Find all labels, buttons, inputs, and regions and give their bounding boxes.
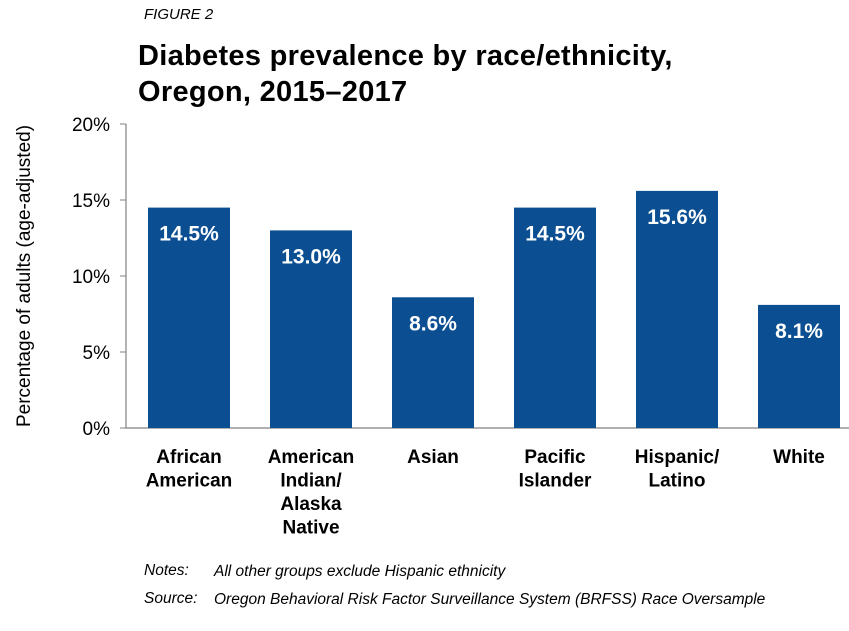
x-category-label: African xyxy=(156,447,221,468)
x-category-label: Latino xyxy=(649,471,706,492)
bar xyxy=(758,304,840,428)
y-tick-label: 0% xyxy=(83,419,111,440)
chart-title-line-2: Oregon, 2015–2017 xyxy=(138,76,408,108)
notes-text: All other groups exclude Hispanic ethnic… xyxy=(214,563,506,580)
bar xyxy=(392,297,474,428)
y-axis-label: Percentage of adults (age-adjusted) xyxy=(14,125,35,427)
y-tick-label: 20% xyxy=(72,115,110,136)
x-category-label: American xyxy=(268,447,355,468)
notes-label: Notes: xyxy=(144,562,189,579)
bar xyxy=(270,230,352,428)
x-category-label: American xyxy=(146,471,233,492)
chart-title: Diabetes prevalence by race/ethnicity, O… xyxy=(138,38,778,110)
bar-data-label: 14.5% xyxy=(159,223,219,246)
notes-row: Notes: All other groups exclude Hispanic… xyxy=(144,562,505,580)
x-category-label: Islander xyxy=(519,471,592,492)
x-category-label: White xyxy=(773,447,825,468)
chart-title-line-1: Diabetes prevalence by race/ethnicity, xyxy=(138,40,673,72)
x-category-label: Hispanic/ xyxy=(635,447,720,468)
y-tick-label: 5% xyxy=(83,343,111,364)
bar xyxy=(636,190,718,428)
bar-data-label: 15.6% xyxy=(647,206,707,229)
x-category-label: Indian/ xyxy=(280,471,342,492)
bar-data-label: 8.6% xyxy=(409,312,457,335)
source-row: Source: Oregon Behavioral Risk Factor Su… xyxy=(144,590,765,608)
bar-data-label: 13.0% xyxy=(281,245,341,268)
y-tick-label: 10% xyxy=(72,267,110,288)
x-category-label: Native xyxy=(282,518,339,539)
x-category-label: Asian xyxy=(407,447,459,468)
bar xyxy=(514,207,596,428)
bar xyxy=(148,207,230,428)
x-category-label: Alaska xyxy=(280,494,342,515)
source-text: Oregon Behavioral Risk Factor Surveillan… xyxy=(214,591,766,608)
bar-data-label: 8.1% xyxy=(775,320,823,343)
source-label: Source: xyxy=(144,590,198,607)
bar-data-label: 14.5% xyxy=(525,223,585,246)
figure-label: FIGURE 2 xyxy=(144,6,214,23)
x-category-label: Pacific xyxy=(524,447,586,468)
y-tick-label: 15% xyxy=(72,191,110,212)
